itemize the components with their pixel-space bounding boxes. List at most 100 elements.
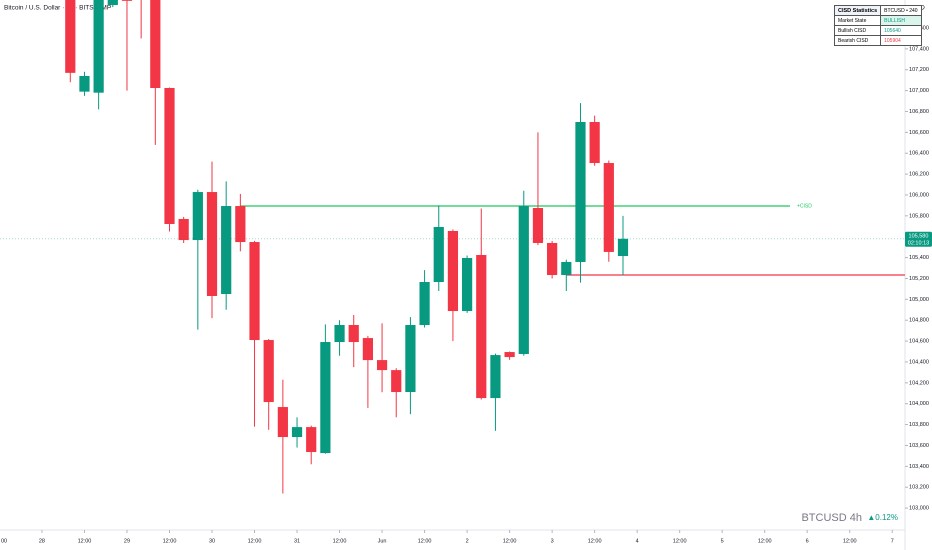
candle-body — [348, 325, 359, 343]
candle-body — [376, 360, 388, 371]
y-tick-label: 103,200 — [909, 485, 929, 491]
candle-body — [150, 0, 161, 88]
y-tick-label: 106,200 — [909, 172, 929, 178]
candle-body — [532, 208, 544, 243]
x-tick-label: 30 — [209, 538, 215, 544]
table-cell: Bearish CISD — [833, 35, 882, 46]
chart-title: Bitcoin / U.S. Dollar · 4h · BITSTAMP — [4, 5, 111, 12]
y-tick-label: 107,400 — [909, 46, 929, 52]
candle-body — [447, 230, 459, 312]
price-tag-label: 105,580 — [909, 233, 929, 239]
x-tick-label: 5 — [721, 538, 724, 544]
candle-body — [121, 0, 133, 1]
y-tick-label: 104,000 — [909, 401, 929, 407]
x-tick-label: 00 — [1, 538, 7, 544]
table-cell: CISD Statistics — [833, 5, 882, 16]
x-tick-label: 12:00 — [248, 538, 262, 544]
candle-body — [164, 87, 175, 224]
candle-body — [277, 407, 288, 438]
y-tick-label: 103,000 — [909, 506, 929, 512]
x-tick-label: Jun — [378, 538, 387, 544]
y-tick-label: 106,000 — [909, 192, 929, 198]
plot-area — [0, 0, 905, 494]
x-tick-label: 12:00 — [78, 538, 92, 544]
candle-body — [178, 218, 189, 241]
candle-body — [547, 242, 558, 276]
candle-body — [419, 282, 430, 326]
watermark-change: ▲0.12% — [867, 513, 898, 522]
candle-body — [249, 242, 260, 341]
candle-body — [320, 342, 331, 454]
table-cell: 105640 — [880, 25, 922, 36]
y-tick-label: 104,800 — [909, 318, 929, 324]
candle-body — [306, 427, 317, 453]
candle-body — [79, 75, 90, 92]
x-tick-label: 28 — [39, 538, 45, 544]
candle-body — [504, 352, 515, 358]
candle-body — [476, 254, 487, 399]
table-cell: Bullish CISD — [833, 25, 882, 36]
y-tick-label: 106,400 — [909, 151, 929, 157]
candle-body — [617, 238, 629, 257]
candle-body — [461, 258, 473, 312]
x-tick-label: 12:00 — [843, 538, 857, 544]
x-tick-label: 7 — [891, 538, 894, 544]
x-tick-label: 31 — [294, 538, 300, 544]
candle-body — [263, 340, 274, 403]
table-cell: BTCUSD • 240 — [880, 5, 922, 16]
table-cell: Market State — [833, 15, 882, 26]
table-cell: BULLISH — [880, 15, 922, 26]
y-tick-label: 103,800 — [909, 422, 929, 428]
candle-body — [603, 163, 614, 252]
candle-body — [206, 192, 218, 296]
y-tick-label: 106,600 — [909, 130, 929, 136]
candle-body — [93, 0, 104, 93]
y-tick-label: 104,400 — [909, 359, 929, 365]
x-tick-label: 12:00 — [758, 538, 772, 544]
x-tick-label: 3 — [551, 538, 554, 544]
level-label: +CISD — [797, 203, 812, 209]
y-tick-label: 105,200 — [909, 276, 929, 282]
y-tick-label: 104,200 — [909, 380, 929, 386]
y-tick-label: 107,000 — [909, 88, 929, 94]
y-tick-label: 107,200 — [909, 67, 929, 73]
price-tag — [905, 231, 932, 247]
candle-body — [291, 427, 303, 438]
x-tick-label: 12:00 — [673, 538, 687, 544]
candle-body — [235, 206, 246, 243]
x-tick-label: 29 — [124, 538, 130, 544]
y-tick-label: 106,800 — [909, 109, 929, 115]
x-tick-label: 12:00 — [163, 538, 177, 544]
x-tick-label: 4 — [636, 538, 639, 544]
candle-body — [65, 0, 76, 73]
watermark-symbol: BTCUSD 4h — [801, 512, 862, 524]
candle-body — [362, 338, 373, 361]
y-tick-label: 105,000 — [909, 297, 929, 303]
y-tick-label: 105,800 — [909, 213, 929, 219]
price-tag-countdown: 02:10:13 — [908, 240, 929, 246]
candle-body — [405, 325, 416, 393]
x-tick-label: 6 — [806, 538, 809, 544]
x-tick-label: 12:00 — [503, 538, 517, 544]
candle-body — [575, 122, 586, 262]
x-tick-label: 2 — [466, 538, 469, 544]
y-tick-label: 103,600 — [909, 443, 929, 449]
candle-body — [490, 355, 501, 399]
y-tick-label: 105,400 — [909, 255, 929, 261]
candle-body — [433, 227, 444, 283]
candle-body — [518, 206, 529, 355]
y-tick-label: 104,600 — [909, 339, 929, 345]
candle-body — [107, 0, 118, 6]
table-cell: 105904 — [880, 35, 922, 46]
y-tick-label: 103,400 — [909, 464, 929, 470]
candle-body — [589, 122, 600, 164]
x-tick-label: 12:00 — [588, 538, 602, 544]
stats-table: CISD Statistics BTCUSD • 240 Market State… — [833, 5, 922, 46]
candle-body — [192, 192, 203, 241]
x-tick-label: 12:00 — [333, 538, 347, 544]
candle-body — [391, 370, 402, 393]
x-tick-label: 12:00 — [418, 538, 432, 544]
candle-body — [561, 261, 572, 276]
